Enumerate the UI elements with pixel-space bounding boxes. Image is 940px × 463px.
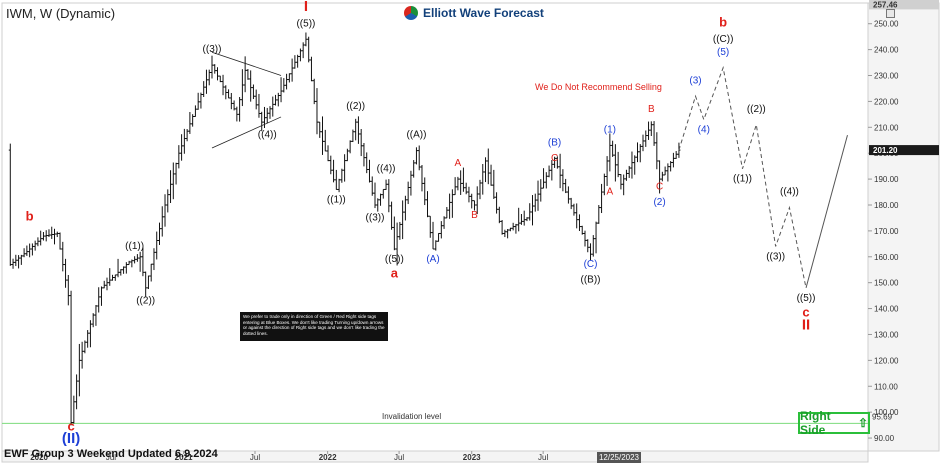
wave-label: (A) <box>426 254 439 265</box>
right-side-label: Right Side <box>800 409 831 437</box>
wave-label: ((5)) <box>385 254 404 265</box>
y-tick-label: 190.00 <box>874 175 899 184</box>
wave-label: a <box>391 265 399 280</box>
x-tick-label: Jul <box>250 453 260 462</box>
y-tick-label: 210.00 <box>874 123 899 132</box>
wave-label: (C) <box>584 259 598 270</box>
wave-label: b <box>26 209 34 224</box>
wave-label: II <box>802 316 810 333</box>
wave-label: A <box>607 187 614 198</box>
date-flag: 12/25/2023 <box>597 452 641 463</box>
wave-label: ((3)) <box>366 213 385 224</box>
wave-label: ((2)) <box>346 101 365 112</box>
projection-path <box>678 65 807 288</box>
wave-label: c <box>802 304 809 319</box>
wave-label: ((1)) <box>327 194 346 205</box>
x-tick-label: 2023 <box>463 453 481 462</box>
wave-label: ((1)) <box>125 241 144 252</box>
wave-label: (5) <box>717 47 729 58</box>
invalidation-label: Invalidation level <box>382 412 442 421</box>
update-footer: EWF Group 3 Weekend Updated 6.9.2024 <box>4 448 218 460</box>
triangle-lower-line <box>211 116 282 149</box>
current-price-label: 201.20 <box>873 146 898 155</box>
x-tick-label: 2022 <box>319 453 337 462</box>
wave-label: ((3)) <box>766 251 785 262</box>
brand-logo-icon <box>404 6 418 20</box>
wave-label: ((A)) <box>406 130 426 141</box>
x-tick-label: Jul <box>106 453 116 462</box>
y-tick-label: 240.00 <box>874 46 899 55</box>
y-tick-label: 90.00 <box>874 434 895 443</box>
price-axis-panel <box>867 2 940 452</box>
x-tick-label: 2020 <box>30 453 48 462</box>
wave-label: ((C)) <box>713 34 734 45</box>
x-tick-label: Jul <box>394 453 404 462</box>
wave-label: ((B)) <box>581 275 601 286</box>
y-tick-label: 130.00 <box>874 330 899 339</box>
ticker-label: IWM, W (Dynamic) <box>6 6 116 21</box>
wave-label: ((4)) <box>377 163 396 174</box>
y-tick-label: 160.00 <box>874 253 899 262</box>
y-tick-label: 170.00 <box>874 227 899 236</box>
wave-label: ((2)) <box>136 295 155 306</box>
top-price-label: 257.46 <box>873 0 898 9</box>
top-price-label-bg <box>869 0 939 10</box>
y-tick-label: 120.00 <box>874 356 899 365</box>
wave-label: c <box>67 418 74 433</box>
wave-label: (2) <box>653 197 665 208</box>
wave-label: (B) <box>548 137 561 148</box>
y-tick-label: 250.00 <box>874 20 899 29</box>
wave-label: ((5)) <box>296 18 315 29</box>
wave-label: ((4)) <box>258 130 277 141</box>
wave-label: (3) <box>689 75 701 86</box>
wave-label: ((4)) <box>780 187 799 198</box>
trading-notice: We prefer to trade only in direction of … <box>240 312 388 341</box>
wave-label: ((5)) <box>797 293 816 304</box>
wave-label: I <box>304 0 308 15</box>
invalidation-price-label: 95.69 <box>872 412 893 421</box>
right-side-tag: Right Side ⇧ <box>798 409 870 437</box>
y-tick-label: 150.00 <box>874 279 899 288</box>
wave-label: C <box>551 153 558 164</box>
brand-name: Elliott Wave Forecast <box>423 6 544 20</box>
y-tick-label: 230.00 <box>874 72 899 81</box>
wave-label: (4) <box>698 124 710 135</box>
y-tick-label: 220.00 <box>874 97 899 106</box>
y-tick-label: 180.00 <box>874 201 899 210</box>
wave-label: ((2)) <box>747 104 766 115</box>
x-tick-label: 2021 <box>175 453 193 462</box>
wave-label: A <box>455 158 462 169</box>
wave-label: B <box>648 104 655 115</box>
up-arrow-icon: ⇧ <box>854 416 868 430</box>
wave-label: (II) <box>62 430 80 447</box>
triangle-upper-line <box>211 51 282 76</box>
y-tick-label: 140.00 <box>874 305 899 314</box>
time-axis-panel <box>1 450 869 463</box>
current-price-label-bg <box>869 145 939 156</box>
y-tick-label: 110.00 <box>874 382 898 391</box>
selling-warning: We Do Not Recommend Selling <box>535 82 662 92</box>
wave-label: ((1)) <box>733 174 752 185</box>
plot-frame <box>1 2 869 452</box>
pin-scale-icon[interactable] <box>886 9 895 18</box>
wave-label: b <box>719 14 727 29</box>
wave-label: ((3)) <box>203 44 222 55</box>
projection-final-leg <box>805 134 848 288</box>
wave-label: B <box>471 210 478 221</box>
brand-logo: Elliott Wave Forecast <box>404 6 544 20</box>
x-tick-label: Jul <box>538 453 548 462</box>
wave-label: C <box>656 181 663 192</box>
y-tick-label: 100.00 <box>874 408 899 417</box>
wave-label: (1) <box>604 124 616 135</box>
